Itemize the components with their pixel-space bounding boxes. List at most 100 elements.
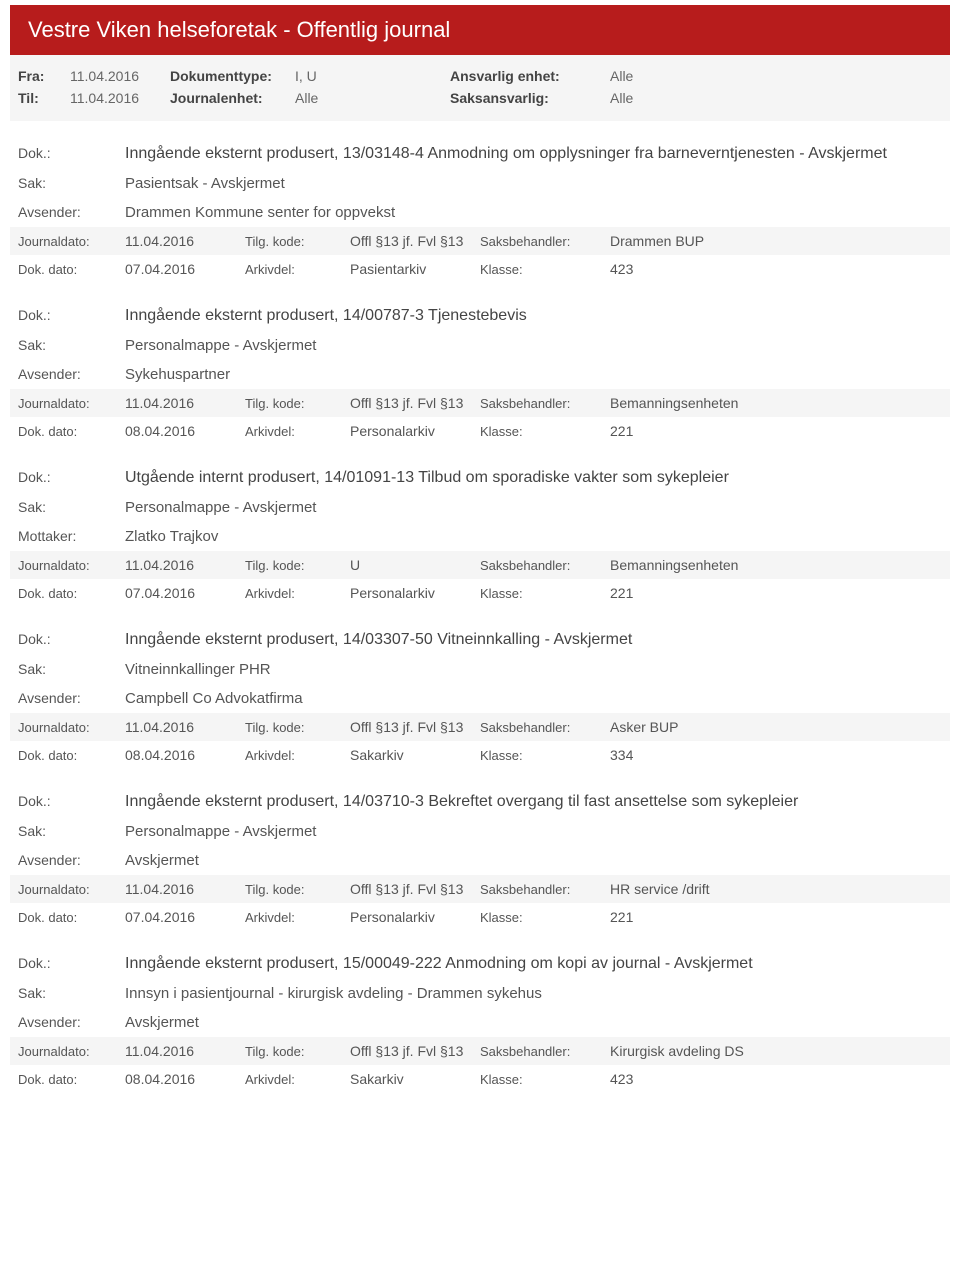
page-title: Vestre Viken helseforetak - Offentlig jo… bbox=[28, 17, 450, 42]
journaldato-value: 11.04.2016 bbox=[125, 1043, 245, 1059]
meta-row-1: Journaldato: 11.04.2016 Tilg. kode: U Sa… bbox=[10, 551, 950, 579]
dokdato-label: Dok. dato: bbox=[10, 748, 125, 763]
party-label: Avsender: bbox=[10, 204, 125, 220]
dokdato-value: 07.04.2016 bbox=[125, 909, 245, 925]
journaldato-value: 11.04.2016 bbox=[125, 881, 245, 897]
journaldato-value: 11.04.2016 bbox=[125, 233, 245, 249]
saksbehandler-label: Saksbehandler: bbox=[480, 720, 610, 735]
dokdato-value: 07.04.2016 bbox=[125, 261, 245, 277]
dokdato-value: 07.04.2016 bbox=[125, 585, 245, 601]
party-label: Avsender: bbox=[10, 366, 125, 382]
party-row: Avsender: Campbell Co Advokatfirma bbox=[10, 684, 950, 713]
page-container: Vestre Viken helseforetak - Offentlig jo… bbox=[0, 0, 960, 1113]
arkivdel-label: Arkivdel: bbox=[245, 424, 350, 439]
journal-entry: Dok.: Inngående eksternt produsert, 13/0… bbox=[10, 139, 950, 283]
journaldato-value: 11.04.2016 bbox=[125, 395, 245, 411]
journaldato-value: 11.04.2016 bbox=[125, 557, 245, 573]
page-title-bar: Vestre Viken helseforetak - Offentlig jo… bbox=[10, 5, 950, 55]
tilgkode-value: Offl §13 jf. Fvl §13 bbox=[350, 881, 480, 897]
saksbehandler-label: Saksbehandler: bbox=[480, 396, 610, 411]
tilgkode-value: Offl §13 jf. Fvl §13 bbox=[350, 719, 480, 735]
meta-row-1: Journaldato: 11.04.2016 Tilg. kode: Offl… bbox=[10, 1037, 950, 1065]
dok-value: Inngående eksternt produsert, 13/03148-4… bbox=[125, 145, 887, 163]
dok-label: Dok.: bbox=[10, 145, 125, 161]
party-value: Avskjermet bbox=[125, 1014, 199, 1031]
party-label: Avsender: bbox=[10, 690, 125, 706]
party-label: Avsender: bbox=[10, 852, 125, 868]
sak-row: Sak: Personalmappe - Avskjermet bbox=[10, 331, 950, 360]
saksansvarlig-value: Alle bbox=[610, 90, 633, 106]
party-row: Avsender: Avskjermet bbox=[10, 846, 950, 875]
arkivdel-value: Personalarkiv bbox=[350, 423, 480, 439]
party-row: Avsender: Drammen Kommune senter for opp… bbox=[10, 198, 950, 227]
dok-row: Dok.: Inngående eksternt produsert, 14/0… bbox=[10, 787, 950, 817]
dok-label: Dok.: bbox=[10, 631, 125, 647]
dokdato-label: Dok. dato: bbox=[10, 424, 125, 439]
klasse-value: 221 bbox=[610, 909, 950, 925]
tilgkode-label: Tilg. kode: bbox=[245, 396, 350, 411]
party-value: Avskjermet bbox=[125, 852, 199, 869]
doktype-label: Dokumenttype: bbox=[170, 68, 295, 84]
arkivdel-value: Personalarkiv bbox=[350, 909, 480, 925]
meta-row-1: Journaldato: 11.04.2016 Tilg. kode: Offl… bbox=[10, 875, 950, 903]
journalenhet-label: Journalenhet: bbox=[170, 90, 295, 106]
dok-value: Inngående eksternt produsert, 14/03307-5… bbox=[125, 631, 632, 649]
sak-label: Sak: bbox=[10, 985, 125, 1001]
klasse-value: 221 bbox=[610, 585, 950, 601]
klasse-label: Klasse: bbox=[480, 748, 610, 763]
dok-row: Dok.: Inngående eksternt produsert, 15/0… bbox=[10, 949, 950, 979]
dokdato-value: 08.04.2016 bbox=[125, 423, 245, 439]
sak-label: Sak: bbox=[10, 175, 125, 191]
tilgkode-value: Offl §13 jf. Fvl §13 bbox=[350, 395, 480, 411]
dokdato-label: Dok. dato: bbox=[10, 1072, 125, 1087]
klasse-label: Klasse: bbox=[480, 1072, 610, 1087]
filters-panel: Fra: 11.04.2016 Dokumenttype: I, U Ansva… bbox=[10, 55, 950, 121]
journaldato-label: Journaldato: bbox=[10, 882, 125, 897]
dokdato-label: Dok. dato: bbox=[10, 910, 125, 925]
tilgkode-label: Tilg. kode: bbox=[245, 1044, 350, 1059]
tilgkode-label: Tilg. kode: bbox=[245, 720, 350, 735]
tilgkode-value: U bbox=[350, 557, 480, 573]
dok-label: Dok.: bbox=[10, 955, 125, 971]
saksbehandler-label: Saksbehandler: bbox=[480, 234, 610, 249]
meta-row-2: Dok. dato: 08.04.2016 Arkivdel: Personal… bbox=[10, 417, 950, 445]
dokdato-label: Dok. dato: bbox=[10, 586, 125, 601]
sak-value: Vitneinnkallinger PHR bbox=[125, 661, 271, 678]
sak-row: Sak: Personalmappe - Avskjermet bbox=[10, 493, 950, 522]
party-row: Mottaker: Zlatko Trajkov bbox=[10, 522, 950, 551]
meta-row-2: Dok. dato: 08.04.2016 Arkivdel: Sakarkiv… bbox=[10, 1065, 950, 1093]
sak-row: Sak: Vitneinnkallinger PHR bbox=[10, 655, 950, 684]
klasse-label: Klasse: bbox=[480, 910, 610, 925]
ansvarlig-value: Alle bbox=[610, 68, 633, 84]
journal-entry: Dok.: Inngående eksternt produsert, 14/0… bbox=[10, 625, 950, 769]
dok-value: Utgående internt produsert, 14/01091-13 … bbox=[125, 469, 729, 487]
sak-value: Personalmappe - Avskjermet bbox=[125, 823, 316, 840]
klasse-label: Klasse: bbox=[480, 262, 610, 277]
arkivdel-label: Arkivdel: bbox=[245, 586, 350, 601]
journal-entry: Dok.: Inngående eksternt produsert, 15/0… bbox=[10, 949, 950, 1093]
journalenhet-value: Alle bbox=[295, 90, 450, 106]
saksbehandler-label: Saksbehandler: bbox=[480, 1044, 610, 1059]
sak-row: Sak: Personalmappe - Avskjermet bbox=[10, 817, 950, 846]
dok-row: Dok.: Inngående eksternt produsert, 14/0… bbox=[10, 301, 950, 331]
saksbehandler-value: HR service /drift bbox=[610, 881, 950, 897]
journaldato-label: Journaldato: bbox=[10, 1044, 125, 1059]
journaldato-label: Journaldato: bbox=[10, 720, 125, 735]
tilgkode-label: Tilg. kode: bbox=[245, 558, 350, 573]
dok-label: Dok.: bbox=[10, 793, 125, 809]
klasse-value: 221 bbox=[610, 423, 950, 439]
meta-row-2: Dok. dato: 07.04.2016 Arkivdel: Personal… bbox=[10, 579, 950, 607]
party-value: Campbell Co Advokatfirma bbox=[125, 690, 303, 707]
fra-label: Fra: bbox=[10, 68, 70, 84]
dok-label: Dok.: bbox=[10, 307, 125, 323]
sak-row: Sak: Innsyn i pasientjournal - kirurgisk… bbox=[10, 979, 950, 1008]
party-value: Zlatko Trajkov bbox=[125, 528, 218, 545]
journaldato-label: Journaldato: bbox=[10, 558, 125, 573]
saksbehandler-value: Drammen BUP bbox=[610, 233, 950, 249]
journal-entry: Dok.: Inngående eksternt produsert, 14/0… bbox=[10, 301, 950, 445]
journaldato-value: 11.04.2016 bbox=[125, 719, 245, 735]
arkivdel-label: Arkivdel: bbox=[245, 910, 350, 925]
meta-row-1: Journaldato: 11.04.2016 Tilg. kode: Offl… bbox=[10, 389, 950, 417]
dokdato-value: 08.04.2016 bbox=[125, 747, 245, 763]
dok-value: Inngående eksternt produsert, 15/00049-2… bbox=[125, 955, 753, 973]
